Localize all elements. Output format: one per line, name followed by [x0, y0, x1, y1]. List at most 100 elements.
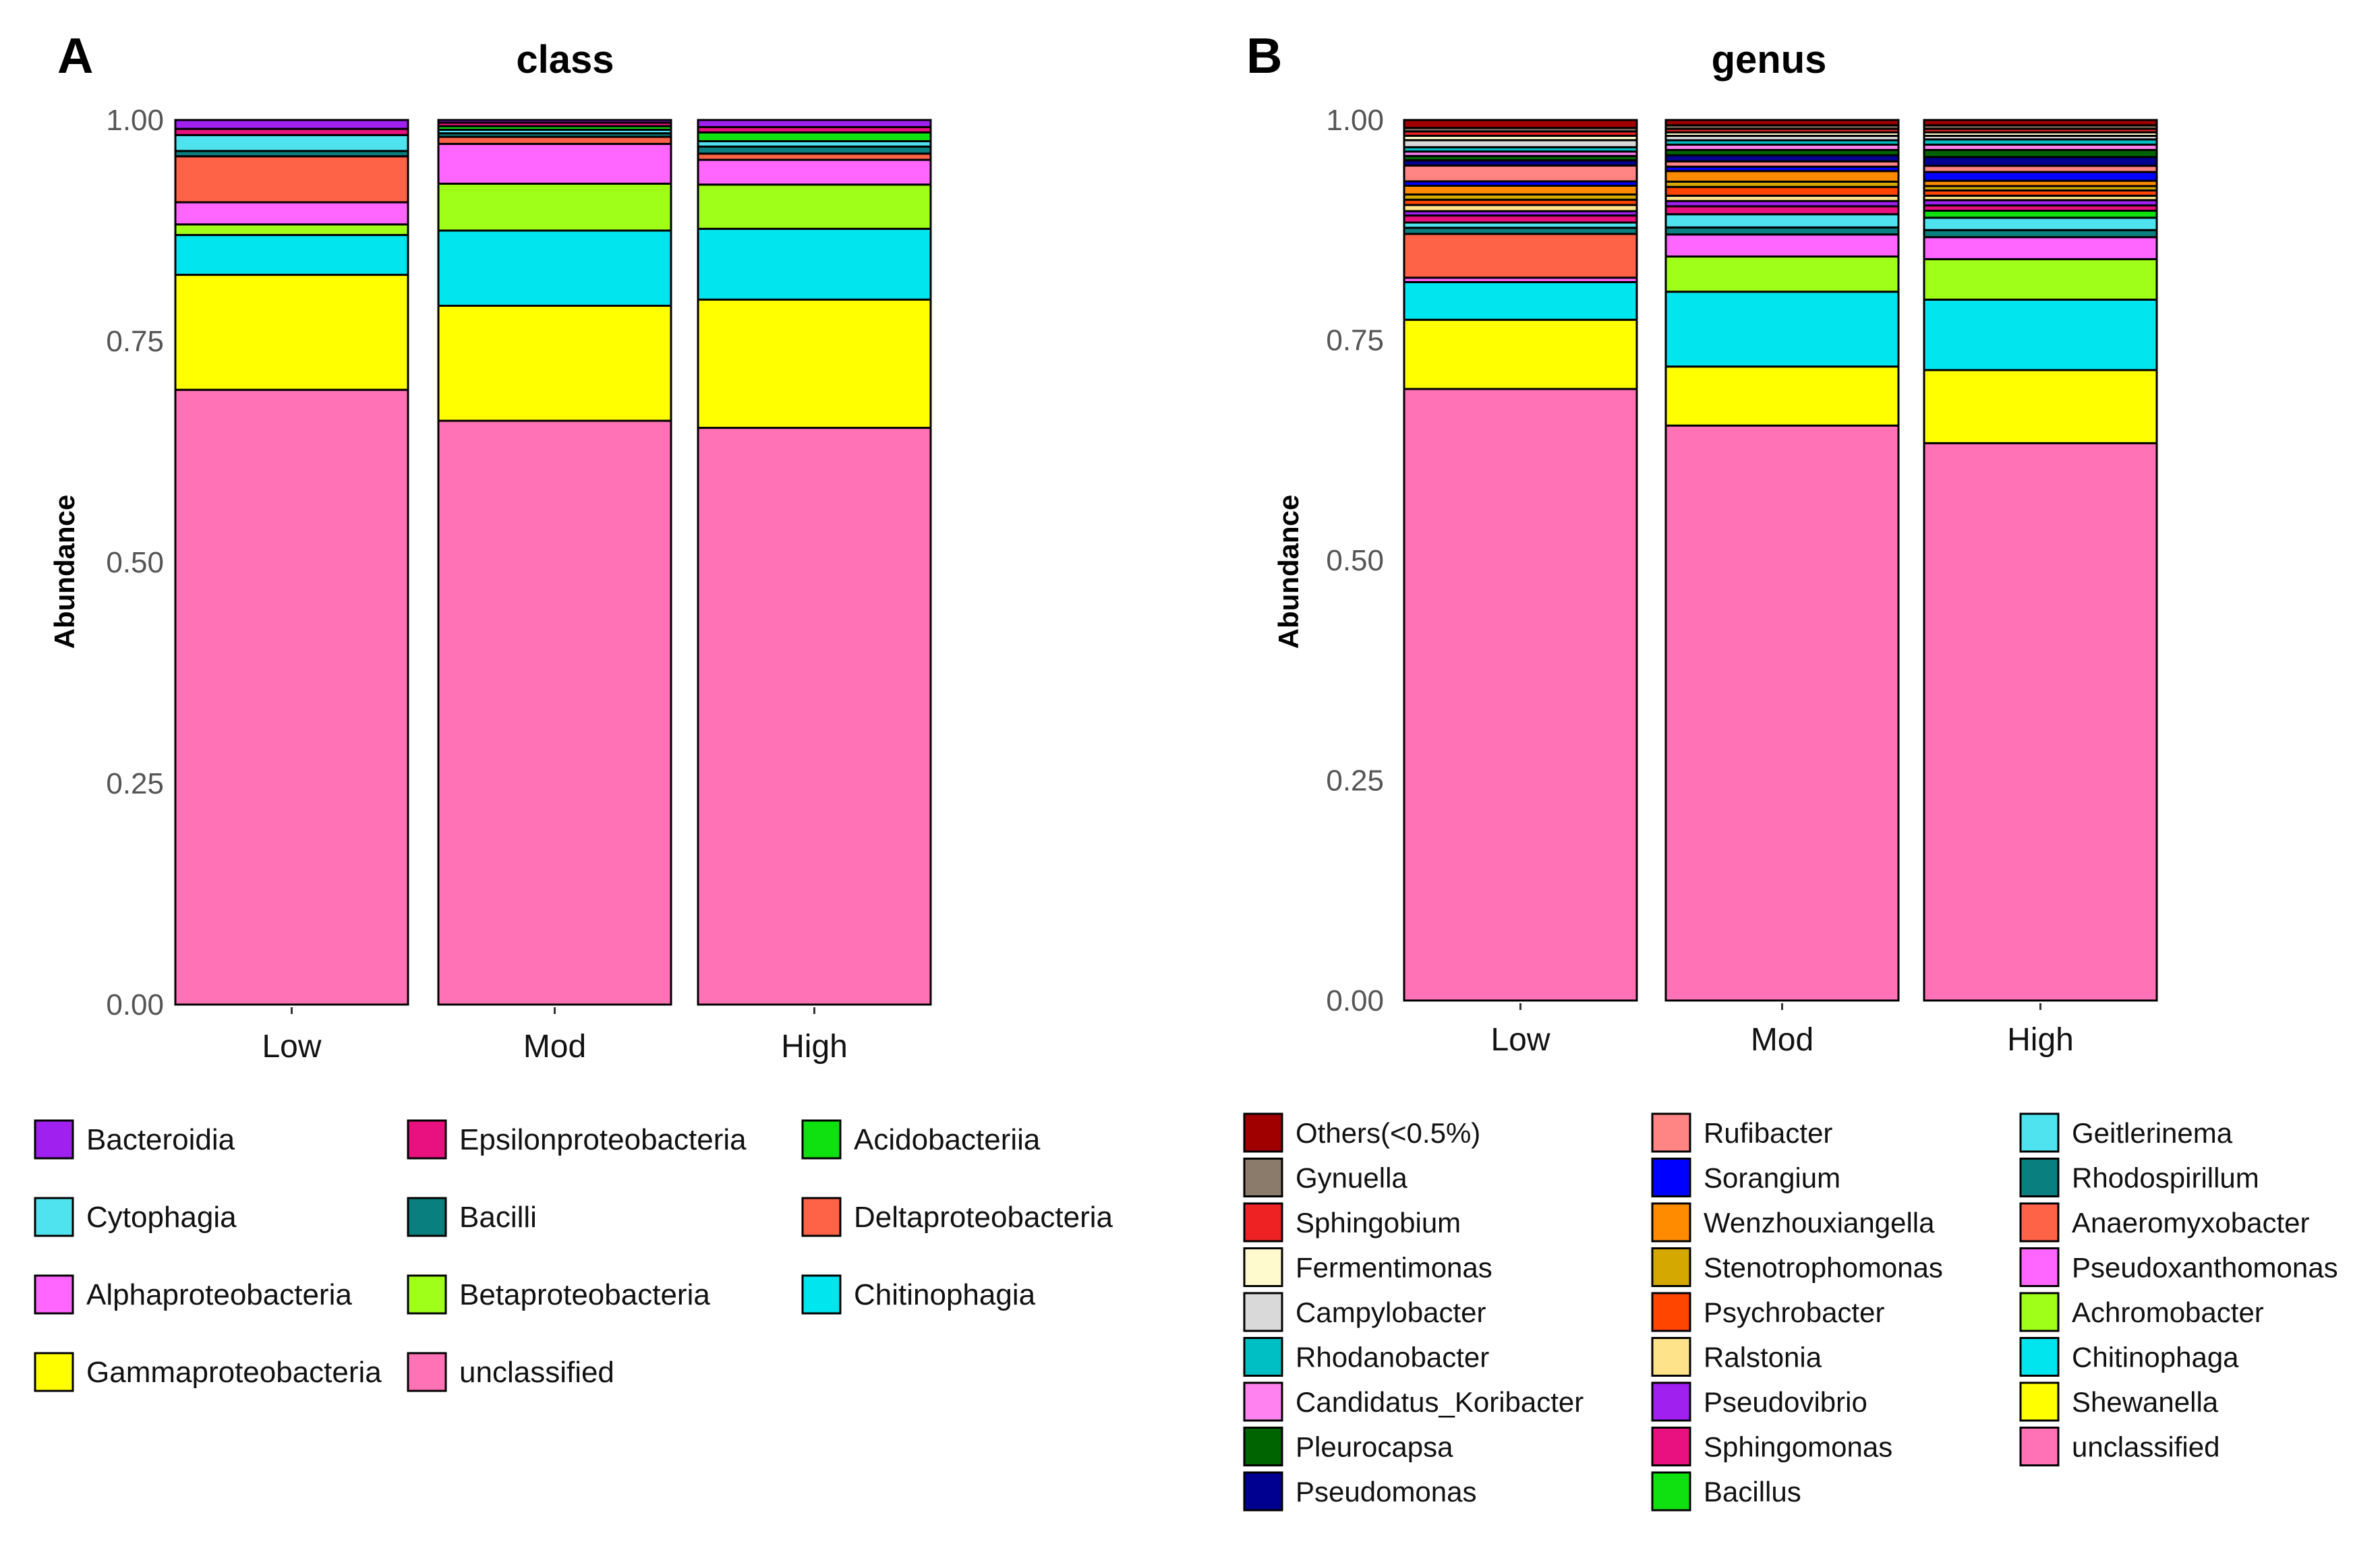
legend-label: Ralstonia [1704, 1342, 1822, 1373]
legend-label: Pleurocapsa [1296, 1431, 1453, 1463]
bar-stack-low [174, 119, 409, 1006]
legend-label: Candidatus_Koribacter [1296, 1386, 1584, 1418]
panel-a-bars [174, 119, 932, 1006]
legend-item-ralstonia: Ralstonia [1651, 1337, 1822, 1377]
legend-label: Pseudovibrio [1704, 1386, 1867, 1418]
panel-a-letter: A [57, 28, 93, 84]
legend-swatch [1243, 1202, 1283, 1243]
bar-segment-sorangium [1923, 171, 2158, 182]
x-tick-label-mod: Mod [523, 1029, 586, 1065]
legend-item-sphingobium: Sphingobium [1243, 1202, 1461, 1243]
bar-segment-alphaproteobacteria [697, 158, 932, 186]
legend-swatch [407, 1197, 447, 1237]
legend-label: Gynuella [1296, 1162, 1407, 1194]
legend-item-stenotrophomonas: Stenotrophomonas [1651, 1247, 1943, 1287]
panel-b-y-axis-title: Abundance [1273, 495, 1304, 649]
y-tick-label: 0.50 [106, 546, 164, 579]
bar-segment-rhodospirillum [1923, 229, 2158, 239]
bar-segment-pseudoxanthomonas [1923, 236, 2158, 260]
panel-a-legend: Bacteroidia Cytophagia Alphaproteobacteria… [34, 1119, 1113, 1392]
legend-swatch [801, 1197, 842, 1237]
bar-segment-chitinophagia [437, 229, 672, 307]
x-tick-label-high: High [781, 1029, 848, 1065]
legend-label: Campylobacter [1296, 1296, 1486, 1328]
legend-label: Anaeromyxobacter [2072, 1207, 2310, 1239]
bar-stack-low [1403, 119, 1638, 1002]
legend-label: Rhodospirillum [2072, 1162, 2259, 1194]
legend-item-chitinophagia: Chitinophagia [801, 1274, 1036, 1315]
panel-a: A class Abundance 0.00 0.25 0.50 0.75 1.00 L… [34, 28, 1113, 1392]
legend-label: Sphingobium [1296, 1207, 1461, 1239]
panel-b-x-ticks: Low Mod High [1490, 1003, 2074, 1058]
legend-swatch [1651, 1292, 1691, 1332]
legend-item-chitinophaga: Chitinophaga [2019, 1337, 2239, 1377]
legend-label: Achromobacter [2072, 1296, 2264, 1328]
legend-item-pleurocapsa: Pleurocapsa [1243, 1427, 1453, 1466]
y-tick-label: 1.00 [106, 104, 164, 137]
legend-item-rufibacter: Rufibacter [1651, 1112, 1832, 1153]
bar-segment-unclassified [1664, 424, 1900, 1002]
bar-segment-gammaproteobacteria [174, 274, 409, 391]
legend-item-sphingomonas: Sphingomonas [1651, 1427, 1892, 1466]
bar-segment-cytophagia [174, 133, 409, 152]
legend-item-sorangium: Sorangium [1651, 1158, 1840, 1197]
bar-segment-achromobacter [1923, 258, 2158, 301]
legend-swatch [1243, 1112, 1283, 1153]
legend-swatch [1651, 1337, 1691, 1377]
legend-item-fermentimonas: Fermentimonas [1243, 1247, 1492, 1287]
legend-item-bacteroidia: Bacteroidia [34, 1119, 235, 1160]
bar-segment-deltaproteobacteria [437, 136, 672, 145]
bar-segment-unclassified [437, 419, 672, 1006]
bar-segment-chitinophaga [1923, 298, 2158, 371]
legend-swatch [2019, 1202, 2060, 1243]
bar-segment-bacteroidia [437, 119, 672, 124]
legend-item-gammaproteobacteria: Gammaproteobacteria [34, 1352, 382, 1392]
bar-segment-pseudoxanthomonas [1664, 233, 1900, 258]
bar-segment-bacilli [697, 145, 932, 155]
panel-b-letter: B [1246, 28, 1282, 84]
bar-segment-alphaproteobacteria [174, 201, 409, 226]
y-tick-label: 1.00 [1326, 104, 1384, 137]
bar-segment-unclassified [174, 388, 409, 1006]
bar-segment-chitinophaga [1664, 291, 1900, 368]
legend-item-epsilonproteobacteria: Epsilonproteobacteria [407, 1119, 747, 1160]
bar-segment-betaproteobacteria [437, 182, 672, 232]
bar-segment-achromobacter [1664, 255, 1900, 293]
legend-item-geitlerinema: Geitlerinema [2019, 1112, 2233, 1153]
bar-segment-rufibacter [1403, 165, 1638, 183]
bar-stack-mod [437, 119, 672, 1006]
legend-label: Rufibacter [1704, 1117, 1832, 1149]
legend-swatch [1651, 1427, 1691, 1466]
bar-segment-geitlerinema [1664, 213, 1900, 229]
bar-segment-unclassified [697, 427, 932, 1006]
legend-swatch [34, 1352, 74, 1392]
x-tick-label-low: Low [262, 1029, 321, 1065]
x-tick-label-mod: Mod [1751, 1022, 1813, 1058]
legend-swatch [34, 1197, 74, 1237]
legend-swatch [1243, 1158, 1283, 1197]
legend-label: Geitlerinema [2072, 1117, 2233, 1149]
bar-segment-shewanella [1664, 365, 1900, 427]
bar-segment-sphingomonas [1664, 205, 1900, 216]
legend-swatch [2019, 1337, 2060, 1377]
bar-segment-chitinophaga [1403, 280, 1638, 321]
legend-item-alphaproteobacteria: Alphaproteobacteria [34, 1274, 352, 1315]
legend-label: Pseudoxanthomonas [2072, 1252, 2338, 1284]
y-tick-label: 0.75 [106, 325, 164, 358]
panel-b: B genus Abundance 0.00 0.25 0.50 0.75 1.00 L… [1243, 28, 2338, 1512]
legend-item-deltaproteobacteria: Deltaproteobacteria [801, 1197, 1113, 1237]
legend-item-gynuella: Gynuella [1243, 1158, 1407, 1197]
bar-segment-others-0-5 [1923, 119, 2158, 127]
bar-segment-campylobacter [1403, 139, 1638, 148]
legend-swatch [1651, 1381, 1691, 1422]
bar-segment-deltaproteobacteria [174, 155, 409, 204]
bar-segment-shewanella [1923, 369, 2158, 444]
legend-swatch [1243, 1381, 1283, 1422]
bar-stack-high [697, 119, 932, 1006]
legend-item-pseudoxanthomonas: Pseudoxanthomonas [2019, 1247, 2338, 1287]
bar-segment-others-0-5 [1403, 119, 1638, 129]
legend-swatch [2019, 1112, 2060, 1153]
y-tick-label: 0.25 [106, 767, 164, 800]
panel-b-y-ticks: 0.00 0.25 0.50 0.75 1.00 [1326, 104, 1384, 1017]
